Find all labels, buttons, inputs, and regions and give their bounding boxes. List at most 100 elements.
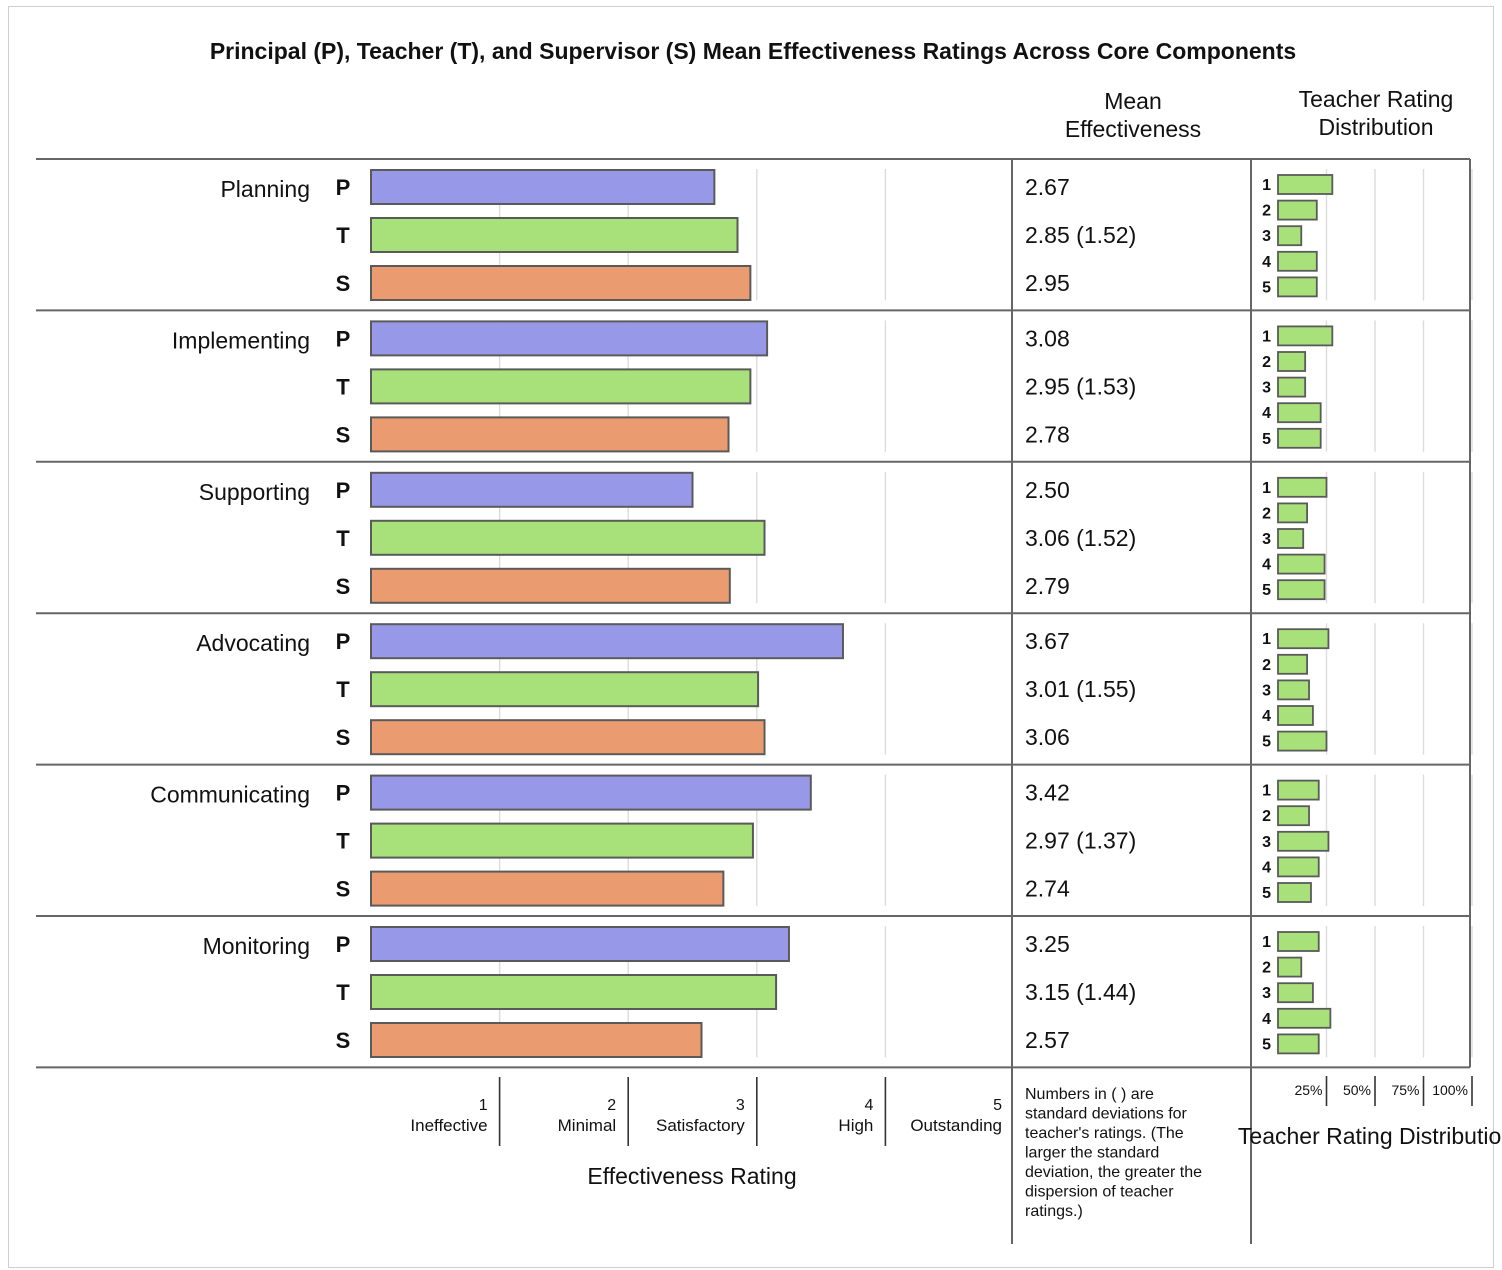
rater-code: P [336,478,351,503]
dist-level: 2 [1262,505,1271,522]
dist-level: 2 [1262,354,1271,371]
dist-bar [1277,1033,1320,1055]
component-planning: Planning P 2.67 T 2.85 (1.52) S 2.95 1 2 3 4 5 [220,169,1334,301]
rater-code: T [336,677,350,702]
dist-level: 3 [1262,985,1271,1002]
component-label: Supporting [199,479,310,505]
rater-code: T [336,526,350,551]
dist-bar [1277,174,1334,195]
rating-bar [370,926,790,962]
dist-level: 4 [1262,254,1271,271]
dist-level: 2 [1262,808,1271,825]
mean-value: 2.97 (1.37) [1025,828,1136,854]
dist-bar [1277,653,1309,675]
dist-level: 4 [1262,405,1271,422]
rater-code: P [336,326,351,351]
rating-bar [370,471,694,508]
mean-value: 3.01 (1.55) [1025,676,1136,702]
rater-code: S [336,877,351,902]
rating-bar [370,416,730,453]
dist-level: 3 [1262,531,1271,548]
rater-code: T [336,829,350,854]
dist-bar [1277,779,1320,801]
rater-code: T [336,223,350,248]
component-monitoring: Monitoring P 3.25 T 3.15 (1.44) S 2.57 1 2 3 4 5 [203,926,1332,1058]
rating-bar [370,169,716,205]
dist-tick-label: 50% [1343,1082,1371,1098]
rater-code: S [336,422,351,447]
component-label: Monitoring [203,933,310,959]
dist-bar [1277,351,1307,372]
rating-bar [370,1022,703,1058]
dist-bar [1277,705,1314,726]
rater-code: P [336,175,351,200]
dist-bar [1277,882,1312,903]
dist-level: 1 [1262,177,1271,194]
dist-bar [1277,830,1330,852]
rater-code: S [336,271,351,296]
dist-level: 4 [1262,859,1271,876]
mean-value: 3.25 [1025,931,1070,957]
dist-level: 5 [1262,582,1271,599]
mean-value: 3.06 [1025,724,1070,750]
dist-level: 1 [1262,480,1271,497]
mean-value: 3.06 (1.52) [1025,525,1136,551]
rating-bar [370,822,754,859]
rating-bar [370,519,766,556]
rater-code: T [336,980,350,1005]
mean-value: 2.67 [1025,174,1070,200]
dist-level: 1 [1262,328,1271,345]
text-line: deviation, the greater the [1025,1164,1202,1181]
scale-label: Minimal [558,1116,617,1135]
mean-value: 3.08 [1025,325,1070,351]
rating-bar [370,567,731,604]
dist-bar [1277,502,1309,524]
mean-value: 3.15 (1.44) [1025,979,1136,1005]
scale-label: Satisfactory [656,1116,745,1135]
dist-level: 5 [1262,885,1271,902]
dist-level: 3 [1262,682,1271,699]
scale-label: Outstanding [910,1116,1002,1135]
rating-bar [370,368,752,405]
component-implementing: Implementing P 3.08 T 2.95 (1.53) S 2.78 1 2 3 4 5 [172,320,1334,453]
mean-value: 3.67 [1025,628,1070,654]
table-rules [36,158,1471,1244]
dist-bar [1277,679,1310,701]
mean-value: 2.85 (1.52) [1025,222,1136,248]
text-line: Mean [1104,88,1162,114]
rating-bar [370,870,725,907]
dist-level: 3 [1262,380,1271,397]
text-line: Distribution [1318,114,1433,140]
mean-value: 2.95 (1.53) [1025,373,1136,399]
text-line: ratings.) [1025,1203,1083,1220]
rating-bar [370,217,739,253]
rater-code: P [336,932,351,957]
rating-bar [370,671,760,708]
rater-code: S [336,574,351,599]
dist-bar [1277,225,1303,247]
rater-code: P [336,781,351,806]
dist-bar [1277,427,1322,449]
mean-value: 2.78 [1025,421,1070,447]
rater-code: S [336,1028,351,1053]
dist-level: 1 [1262,631,1271,648]
rating-bar [370,774,812,811]
scale-label: High [838,1116,873,1135]
dist-bar [1277,276,1318,298]
mean-value: 2.79 [1025,573,1070,599]
dist-level: 5 [1262,1036,1271,1053]
rating-bar [370,719,766,756]
dist-bar [1277,956,1303,978]
text-line: standard deviations for [1025,1106,1188,1123]
text-line: dispersion of teacher [1025,1184,1174,1201]
scale-value: 2 [607,1097,616,1114]
dist-bar [1277,553,1326,575]
dist-bar [1277,931,1320,952]
dist-bar [1277,376,1307,398]
dist-level: 4 [1262,708,1271,725]
component-advocating: Advocating P 3.67 T 3.01 (1.55) S 3.06 1 2 3 4 5 [196,623,1330,756]
rating-bar [370,320,769,357]
dist-bar [1277,628,1330,650]
x-axis: 1 Ineffective 2 Minimal 3 Satisfactory 4 High 5 O… [410,1076,1473,1146]
dist-bar [1277,250,1318,272]
